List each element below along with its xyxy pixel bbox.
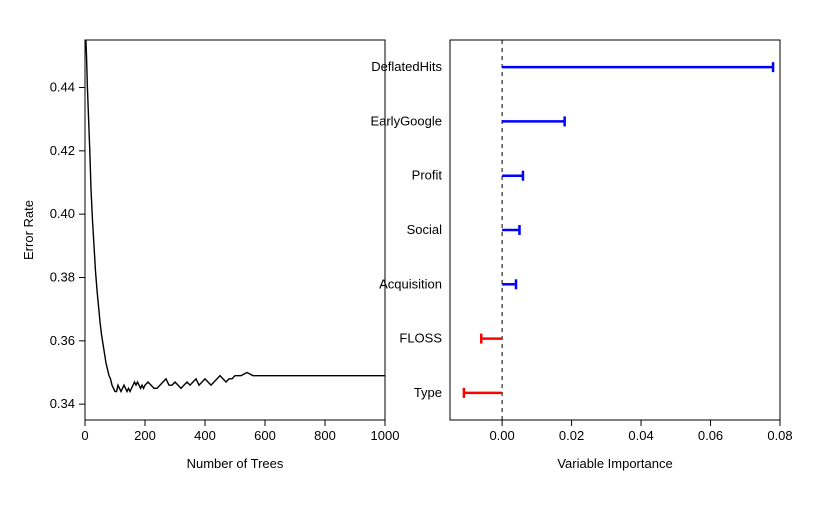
- variable-label: Type: [414, 385, 442, 400]
- left-panel-box: [85, 40, 385, 420]
- error-rate-line: [85, 24, 385, 391]
- left-ylabel: Error Rate: [21, 200, 36, 260]
- right-xtick-label: 0.00: [489, 428, 514, 443]
- left-xtick-label: 400: [194, 428, 216, 443]
- left-ytick-label: 0.42: [50, 143, 75, 158]
- right-xtick-label: 0.02: [559, 428, 584, 443]
- left-ytick-label: 0.34: [50, 396, 75, 411]
- right-panel-box: [450, 40, 780, 420]
- left-xtick-label: 600: [254, 428, 276, 443]
- right-xtick-label: 0.08: [767, 428, 792, 443]
- figure-svg: 0 200 400 600 800 1000 0.34 0.36 0.38 0.40 0.42 0.4…: [0, 0, 814, 513]
- variable-label: FLOSS: [399, 331, 442, 346]
- variable-label: DeflatedHits: [371, 59, 442, 74]
- figure-container: 0 200 400 600 800 1000 0.34 0.36 0.38 0.40 0.42 0.4…: [0, 0, 814, 513]
- left-xlabel: Number of Trees: [187, 456, 284, 471]
- left-ytick-label: 0.40: [50, 206, 75, 221]
- left-ytick-label: 0.36: [50, 333, 75, 348]
- variable-label: Acquisition: [379, 276, 442, 291]
- left-xtick-label: 200: [134, 428, 156, 443]
- left-xtick-label: 1000: [371, 428, 400, 443]
- right-xtick-label: 0.06: [698, 428, 723, 443]
- left-ytick-label: 0.44: [50, 80, 75, 95]
- left-xtick-label: 0: [81, 428, 88, 443]
- variable-label: EarlyGoogle: [370, 113, 442, 128]
- right-xtick-label: 0.04: [628, 428, 653, 443]
- right-xlabel: Variable Importance: [557, 456, 672, 471]
- left-xtick-label: 800: [314, 428, 336, 443]
- left-ytick-label: 0.38: [50, 270, 75, 285]
- variable-label: Profit: [412, 168, 443, 183]
- variable-label: Social: [407, 222, 443, 237]
